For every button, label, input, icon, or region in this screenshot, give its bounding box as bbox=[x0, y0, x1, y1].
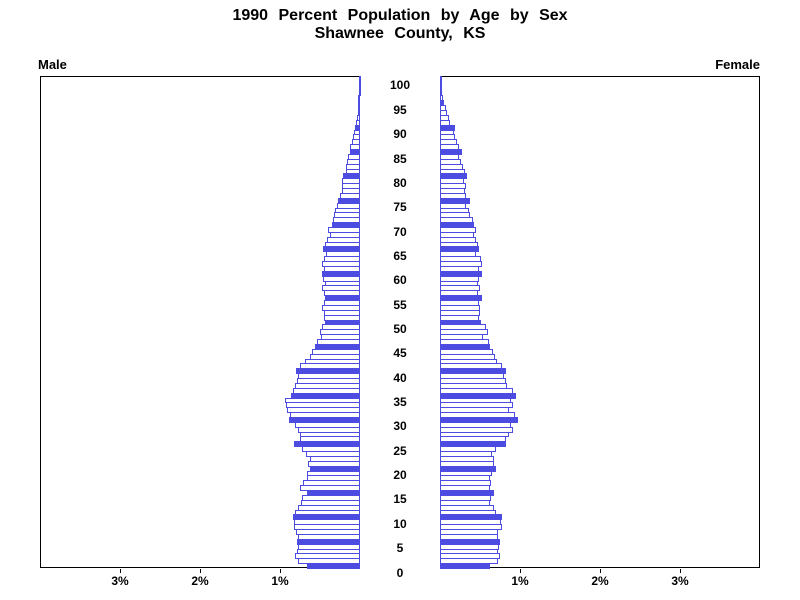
age-tick-label-60: 60 bbox=[393, 273, 407, 287]
female-pct-label-2%: 2% bbox=[591, 574, 609, 588]
age-tick-label-55: 55 bbox=[393, 298, 407, 312]
age-tick-label-30: 30 bbox=[393, 419, 407, 433]
age-tick-label-75: 75 bbox=[393, 200, 407, 214]
female-axis-label: Female bbox=[715, 57, 760, 72]
age-tick-label-65: 65 bbox=[393, 249, 407, 263]
female-panel bbox=[440, 76, 760, 568]
chart-title-line2: Shawnee County, KS bbox=[314, 25, 486, 42]
female-pct-label-3%: 3% bbox=[671, 574, 689, 588]
age-tick-label-45: 45 bbox=[393, 346, 407, 360]
male-bar-age-100 bbox=[359, 76, 361, 82]
age-tick-label-10: 10 bbox=[393, 517, 407, 531]
female-pct-label-1%: 1% bbox=[511, 574, 529, 588]
chart-title-line1: 1990 Percent Population by Age by Sex bbox=[232, 7, 568, 24]
age-tick-label-70: 70 bbox=[393, 225, 407, 239]
male-pct-tick-1% bbox=[280, 569, 281, 573]
age-tick-label-15: 15 bbox=[393, 492, 407, 506]
male-axis-label: Male bbox=[38, 57, 67, 72]
male-pct-tick-2% bbox=[200, 569, 201, 573]
age-tick-label-80: 80 bbox=[393, 176, 407, 190]
age-tick-label-40: 40 bbox=[393, 371, 407, 385]
age-tick-label-95: 95 bbox=[393, 103, 407, 117]
female-pct-tick-3% bbox=[680, 569, 681, 573]
male-pct-label-2%: 2% bbox=[191, 574, 209, 588]
age-tick-label-35: 35 bbox=[393, 395, 407, 409]
chart-title: 1990 Percent Population by Age by Sex Sh… bbox=[0, 7, 800, 43]
female-pct-tick-1% bbox=[520, 569, 521, 573]
female-pct-tick-2% bbox=[600, 569, 601, 573]
age-tick-label-25: 25 bbox=[393, 444, 407, 458]
age-tick-label-5: 5 bbox=[396, 541, 404, 555]
age-tick-label-100: 100 bbox=[389, 78, 411, 92]
age-tick-label-0: 0 bbox=[396, 566, 404, 580]
male-pct-label-3%: 3% bbox=[111, 574, 129, 588]
male-pct-tick-3% bbox=[120, 569, 121, 573]
male-panel bbox=[40, 76, 360, 568]
age-tick-label-90: 90 bbox=[393, 127, 407, 141]
age-tick-label-50: 50 bbox=[393, 322, 407, 336]
male-pct-label-1%: 1% bbox=[271, 574, 289, 588]
age-tick-label-20: 20 bbox=[393, 468, 407, 482]
female-bar-age-100 bbox=[440, 76, 442, 82]
age-tick-label-85: 85 bbox=[393, 152, 407, 166]
